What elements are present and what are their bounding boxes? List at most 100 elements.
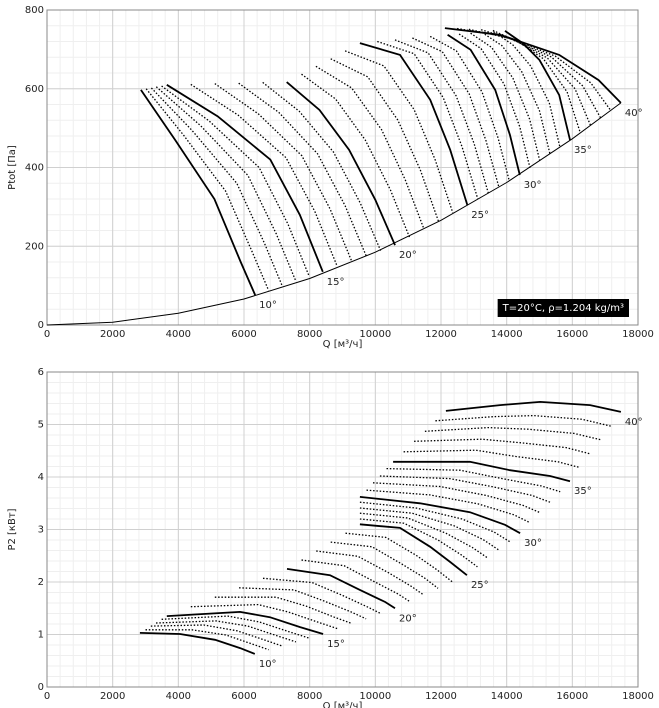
x-tick-label: 14000 (491, 329, 523, 340)
curve-label: 25° (471, 210, 489, 221)
curve (379, 475, 551, 503)
x-tick-label: 18000 (622, 329, 654, 340)
curve (429, 35, 510, 182)
curve (445, 400, 622, 413)
curve (330, 58, 440, 222)
curve (166, 84, 324, 273)
curve (238, 82, 367, 256)
y-tick-label: 800 (25, 5, 44, 16)
curve (403, 449, 581, 469)
y-tick-label: 200 (25, 241, 44, 252)
curve-label: 35° (574, 145, 592, 156)
annotation-box (497, 299, 629, 317)
curve (366, 489, 531, 524)
x-tick-label: 6000 (231, 329, 256, 340)
y-tick-label: 1 (38, 630, 44, 641)
curve (286, 81, 396, 246)
curve (412, 37, 500, 187)
x-tick-label: 14000 (491, 691, 523, 702)
x-tick-label: 4000 (166, 691, 191, 702)
curve-label: 35° (574, 486, 592, 497)
curve (481, 31, 551, 155)
x-tick-label: 0 (44, 329, 50, 340)
curve-label: 30° (524, 538, 542, 549)
curve (377, 40, 479, 200)
curve-label: 15° (327, 639, 345, 650)
curve (190, 83, 338, 267)
curve-label: 40° (625, 417, 643, 428)
curve (301, 559, 410, 602)
x-tick-label: 16000 (556, 329, 588, 340)
curve (359, 518, 478, 568)
curve (447, 34, 521, 176)
x-axis-label: Q [м³/ч] (323, 339, 363, 350)
curve (316, 550, 425, 596)
y-tick-label: 2 (38, 577, 44, 588)
curve-label: 30° (524, 180, 542, 191)
curve (344, 50, 454, 214)
curve (145, 88, 270, 291)
curve (424, 426, 601, 441)
curve (150, 624, 283, 647)
curve (394, 39, 489, 194)
curve (239, 587, 367, 620)
x-tick-label: 2000 (100, 329, 125, 340)
y-axis-label: P2 [кВт] (7, 508, 18, 550)
x-tick-label: 0 (44, 691, 50, 702)
curve (359, 42, 469, 206)
y-tick-label: 0 (38, 320, 44, 331)
curve (372, 482, 541, 514)
curve (359, 523, 468, 576)
curve (301, 73, 411, 238)
curve (359, 507, 500, 551)
annotation-text: T=20°C, ρ=1.204 kg/m³ (502, 303, 624, 314)
curve (155, 620, 297, 643)
curve (359, 512, 489, 559)
x-tick-label: 6000 (231, 691, 256, 702)
x-axis-label: Q [м³/ч] (323, 701, 363, 708)
curve (345, 532, 453, 583)
curve (46, 102, 622, 326)
curve (468, 28, 602, 119)
x-tick-label: 4000 (166, 329, 191, 340)
x-tick-label: 2000 (100, 691, 125, 702)
curve (161, 615, 310, 639)
curve-label: 20° (399, 613, 417, 624)
y-tick-label: 3 (38, 525, 44, 536)
curve-label: 25° (471, 580, 489, 591)
curve (393, 460, 571, 483)
curve (140, 89, 257, 296)
curve-label: 20° (399, 250, 417, 261)
curve (458, 33, 531, 169)
curve (480, 29, 591, 126)
curve (359, 501, 510, 543)
x-tick-label: 10000 (359, 329, 391, 340)
y-tick-label: 400 (25, 163, 44, 174)
y-tick-label: 4 (38, 472, 44, 483)
curve (444, 27, 622, 104)
plot-frame (46, 9, 639, 326)
y-axis-label: Ptot [Па] (7, 145, 18, 190)
curve (493, 31, 561, 148)
x-tick-label: 8000 (297, 329, 322, 340)
annotation: T=20°C, ρ=1.204 kg/m³ (497, 299, 629, 317)
curve (214, 596, 353, 625)
curve (386, 467, 561, 493)
curve (456, 27, 612, 111)
curve-label: 15° (327, 277, 345, 288)
curve-label: 10° (259, 659, 277, 670)
curve (330, 541, 439, 589)
curve (286, 568, 396, 610)
curve (470, 32, 541, 161)
x-tick-label: 16000 (556, 691, 588, 702)
curve-label: 10° (259, 300, 277, 311)
curve (145, 629, 269, 651)
x-tick-label: 18000 (622, 691, 654, 702)
curve (492, 29, 581, 133)
curve (214, 83, 353, 262)
x-tick-label: 12000 (425, 691, 457, 702)
curve-label: 40° (625, 108, 643, 119)
curve (262, 81, 382, 251)
plot-frame (46, 371, 639, 688)
